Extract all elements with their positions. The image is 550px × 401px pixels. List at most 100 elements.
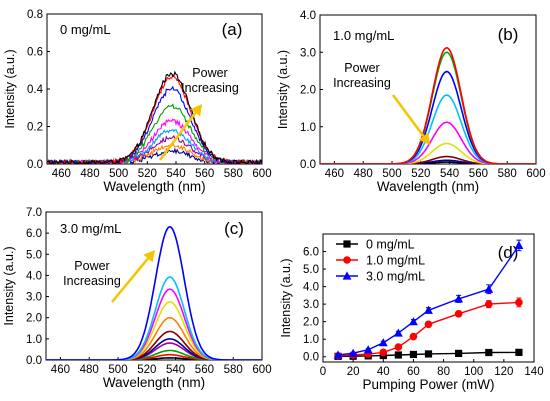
series-line-2 bbox=[338, 245, 520, 356]
y-tick-label: 7.0 bbox=[26, 207, 42, 219]
x-tick-label: 480 bbox=[354, 168, 373, 180]
plot-frame bbox=[46, 13, 263, 165]
y-tick-label: 1.0 bbox=[300, 122, 316, 134]
y-tick-label: 1.0 bbox=[26, 334, 42, 346]
x-axis-label: Wavelength (nm) bbox=[103, 375, 205, 390]
x-tick-label: 580 bbox=[498, 168, 517, 180]
data-point bbox=[333, 350, 343, 359]
data-point bbox=[455, 349, 463, 358]
data-point bbox=[394, 343, 403, 351]
arrow-text-line2: Increasing bbox=[333, 76, 391, 90]
power-arrow-head bbox=[190, 104, 202, 117]
spectrum-line-3 bbox=[320, 94, 536, 164]
spectrum-line-0 bbox=[320, 46, 536, 164]
arrow-text-line2: Increasing bbox=[63, 274, 121, 288]
y-tick-label: 5.0 bbox=[303, 264, 319, 276]
y-tick-label: 0.4 bbox=[27, 84, 44, 96]
series-line-0 bbox=[338, 351, 519, 358]
data-point bbox=[393, 328, 403, 337]
spectrum-line-7 bbox=[320, 159, 536, 164]
panel-label: (a) bbox=[222, 20, 243, 39]
y-tick-label: 5.0 bbox=[26, 249, 42, 261]
y-tick-label: 1.0 bbox=[303, 334, 319, 346]
legend-entry: 3.0 mg/mL bbox=[366, 270, 425, 284]
spectrum-line-5 bbox=[320, 142, 536, 164]
spectrum-line-3 bbox=[46, 301, 262, 360]
spectrum-line-2 bbox=[47, 85, 262, 164]
plot-frame bbox=[45, 211, 263, 361]
y-tick-label: 3.0 bbox=[303, 299, 319, 311]
concentration-annotation: 3.0 mg/mL bbox=[60, 221, 121, 236]
x-axis-label: Wavelength (nm) bbox=[377, 179, 479, 194]
panel-label: (b) bbox=[498, 25, 519, 44]
y-tick-label: 6.0 bbox=[26, 228, 42, 240]
data-point bbox=[454, 294, 464, 303]
y-axis-label: Intensity (a.u.) bbox=[3, 49, 17, 128]
panel-b: 460 480 500 520 540 560 580 600 0.0 1.0 2.0 3.0 4.0 W… bbox=[276, 10, 546, 194]
x-tick-label: 600 bbox=[526, 168, 545, 180]
x-tick-label: 0 bbox=[320, 366, 326, 378]
x-tick-label: 580 bbox=[224, 364, 243, 376]
x-tick-label: 560 bbox=[195, 364, 214, 376]
legend-entry: 0 mg/mL bbox=[366, 238, 415, 252]
spectrum-line-0 bbox=[47, 70, 262, 164]
x-tick-label: 120 bbox=[494, 366, 513, 378]
x-tick-label: 540 bbox=[166, 364, 185, 376]
y-tick-label: 3.0 bbox=[26, 292, 42, 304]
data-point bbox=[409, 332, 418, 341]
x-tick-label: 140 bbox=[524, 366, 543, 378]
x-tick-label: 600 bbox=[252, 364, 271, 376]
x-tick-label: 460 bbox=[52, 168, 71, 180]
x-tick-label: 540 bbox=[166, 168, 185, 180]
data-point bbox=[485, 348, 493, 357]
x-tick-label: 600 bbox=[252, 168, 271, 180]
concentration-annotation: 1.0 mg/mL bbox=[333, 28, 394, 43]
power-arrow-head bbox=[418, 132, 430, 145]
spectrum-line-6 bbox=[320, 155, 536, 164]
plot-frame bbox=[322, 233, 535, 363]
x-tick-label: 60 bbox=[407, 366, 420, 378]
y-tick-label: 0.0 bbox=[303, 352, 319, 364]
spectra-group bbox=[47, 70, 262, 164]
x-tick-label: 460 bbox=[325, 168, 344, 180]
power-arrow-shaft bbox=[111, 257, 149, 303]
spectrum-line-7 bbox=[46, 342, 262, 360]
y-tick-label: 6.0 bbox=[303, 247, 319, 259]
x-tick-label: 520 bbox=[137, 364, 156, 376]
data-point bbox=[409, 317, 418, 326]
y-tick-label: 0.0 bbox=[26, 355, 42, 367]
x-tick-label: 500 bbox=[382, 168, 401, 180]
legend-marker bbox=[343, 256, 351, 264]
power-arrow-shaft bbox=[391, 94, 425, 137]
x-tick-label: 500 bbox=[108, 364, 127, 376]
power-arrow-shaft bbox=[158, 112, 197, 161]
arrow-text-line1: Power bbox=[192, 66, 227, 80]
legend-marker bbox=[342, 271, 352, 280]
panel-label: (d) bbox=[498, 243, 519, 262]
data-point bbox=[409, 350, 418, 359]
spectrum-line-8 bbox=[46, 349, 262, 360]
y-tick-label: 3.0 bbox=[300, 47, 316, 59]
x-tick-label: 100 bbox=[464, 366, 483, 378]
arrow-text-line1: Power bbox=[74, 259, 109, 273]
arrow-text-line1: Power bbox=[344, 61, 379, 75]
panel-label: (c) bbox=[224, 219, 244, 238]
y-axis-label: Intensity (a.u.) bbox=[2, 246, 16, 325]
x-tick-label: 520 bbox=[138, 168, 157, 180]
data-point bbox=[363, 345, 373, 354]
y-tick-label: 2.0 bbox=[300, 85, 316, 97]
y-tick-label: 0.0 bbox=[300, 159, 316, 171]
data-point bbox=[394, 351, 402, 359]
x-tick-label: 560 bbox=[195, 168, 214, 180]
x-axis-label: Pumping Power (mW) bbox=[362, 377, 494, 392]
data-point bbox=[378, 338, 388, 347]
data-point bbox=[424, 350, 433, 358]
panel-d: 0 20 40 60 80 100 120 140 0.0 1.0 2.0 3.0 4.0 5.0 6.0 P… bbox=[279, 233, 544, 392]
spectrum-line-2 bbox=[46, 288, 262, 360]
x-tick-label: 520 bbox=[411, 168, 430, 180]
y-tick-label: 0.2 bbox=[27, 122, 43, 134]
data-point bbox=[424, 305, 433, 314]
x-tick-label: 20 bbox=[347, 366, 360, 378]
x-tick-label: 460 bbox=[51, 364, 70, 376]
